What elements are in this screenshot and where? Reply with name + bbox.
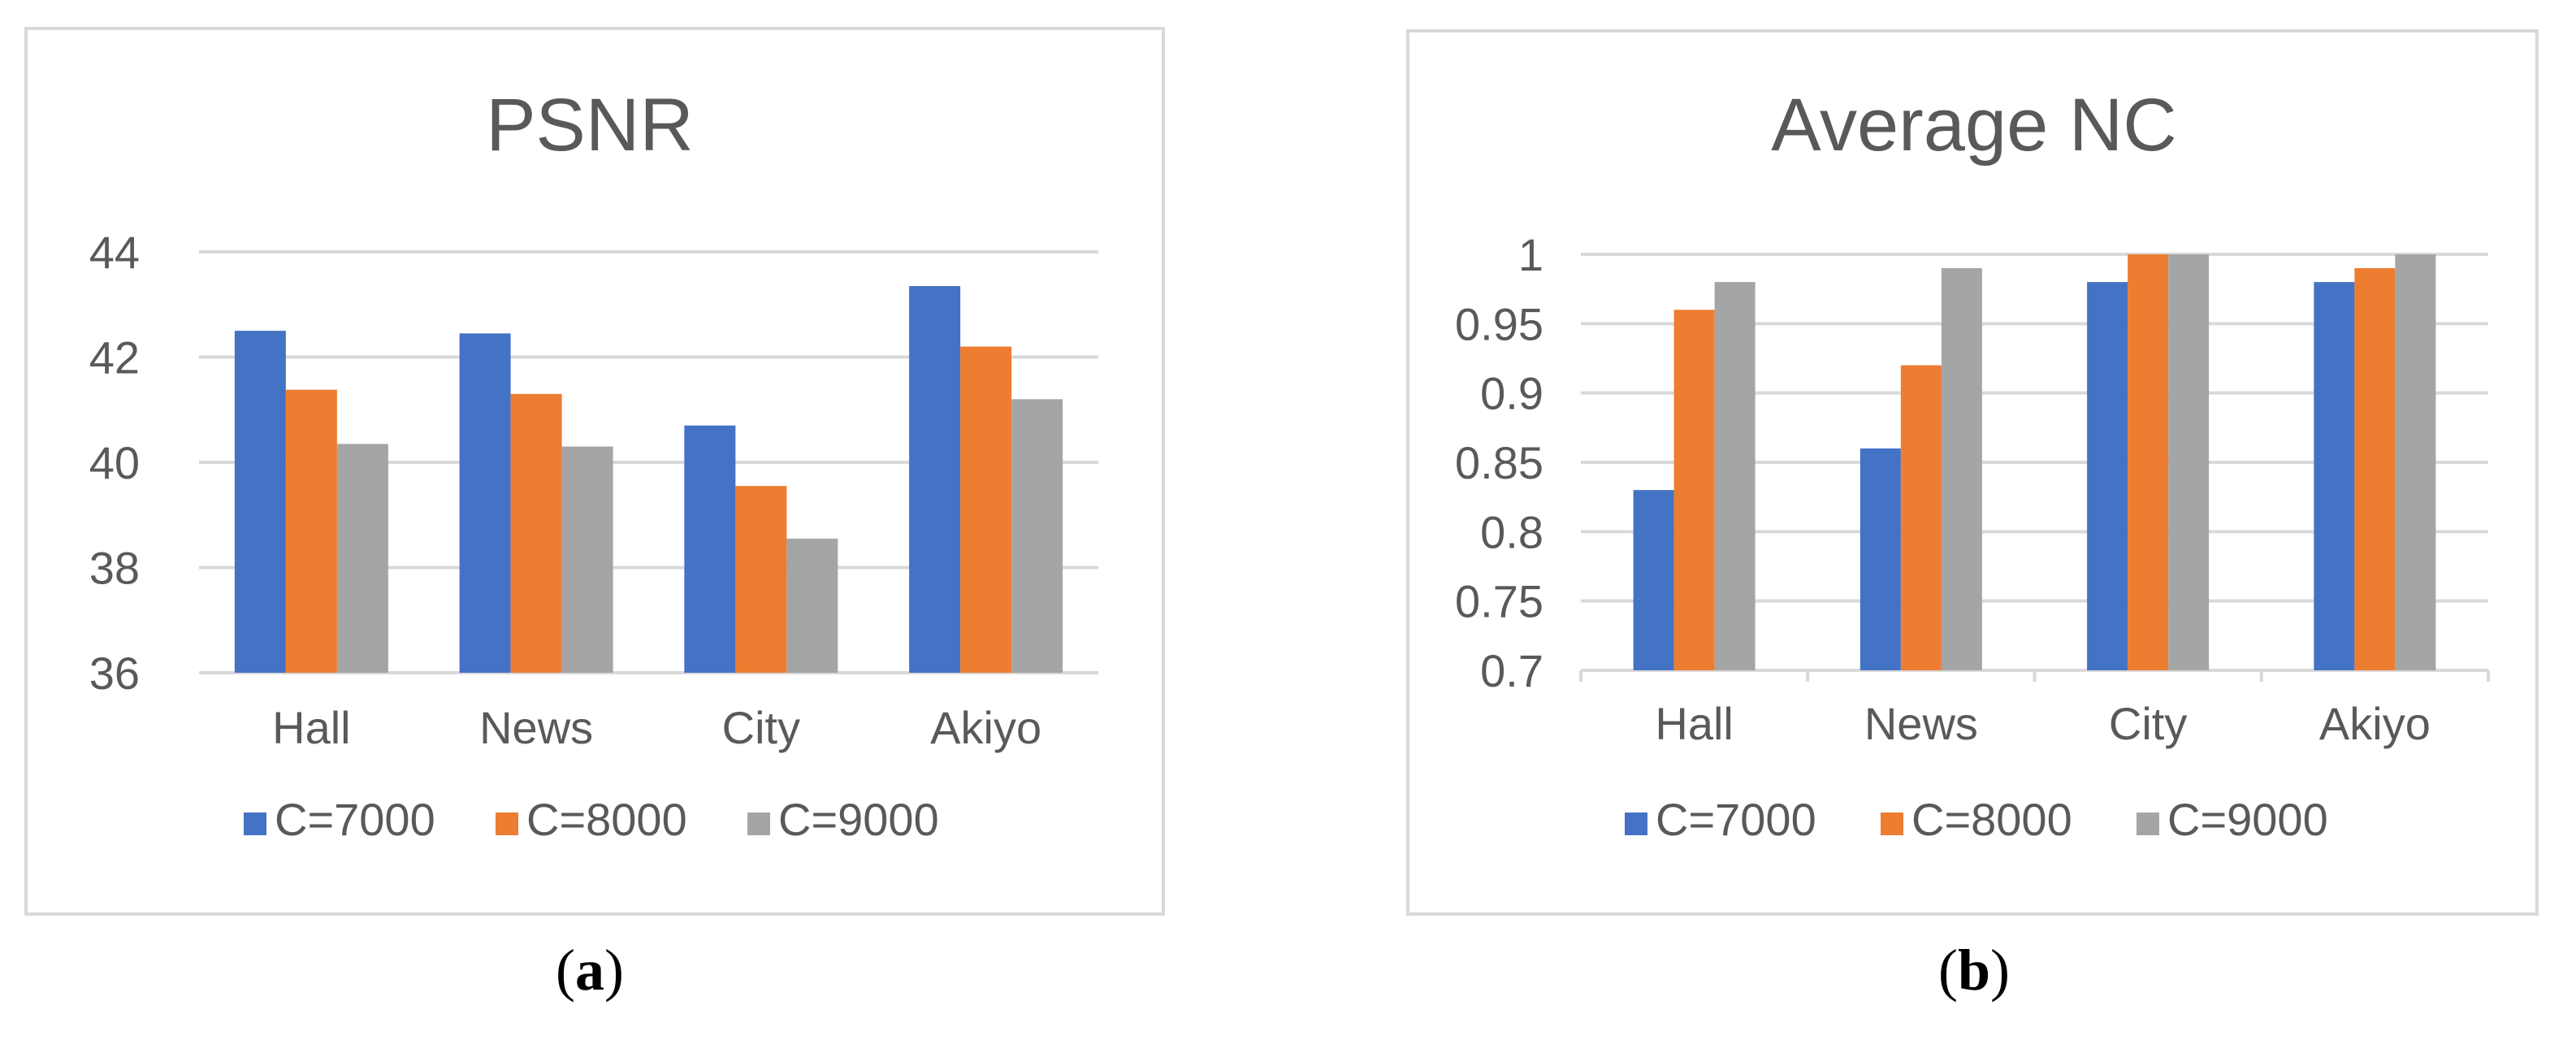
bar-c-7000-hall	[1633, 490, 1674, 670]
bar-c-8000-city	[2128, 254, 2169, 670]
bar-c-9000-akiyo	[2395, 254, 2436, 670]
subfigure-label: (b)	[1938, 938, 2010, 1003]
chart-svg: Average NC 0.7 0.75 0.8 0.85 0.9 0.95 1 Hall News…	[1406, 29, 2539, 1003]
bar-c-7000-city	[2087, 282, 2128, 670]
y-tick-label: 0.85	[1455, 437, 1543, 488]
chart-panel-average-nc: Average NC 0.7 0.75 0.8 0.85 0.9 0.95 1 Hall News…	[1389, 0, 2576, 1040]
y-tick-label: 40	[89, 437, 140, 488]
bar-c-9000-hall	[336, 444, 388, 673]
y-tick-label: 44	[89, 227, 140, 278]
chart-title: PSNR	[486, 84, 694, 167]
x-category-label: Hall	[272, 702, 350, 753]
bar-c-8000-hall	[285, 389, 337, 673]
bar-c-7000-hall	[234, 331, 286, 673]
legend-swatch	[1625, 812, 1647, 835]
bar-c-8000-akiyo	[2354, 268, 2396, 670]
legend-swatch	[496, 812, 518, 835]
bar-c-9000-news	[561, 446, 613, 673]
bar-c-8000-akiyo	[960, 346, 1012, 673]
bar-c-8000-city	[735, 486, 787, 673]
y-tick-label: 36	[89, 648, 140, 699]
chart-svg: PSNR 36 38 40 42 44 Hall News City Akiyo C=7000 C=8…	[24, 27, 1165, 1003]
y-tick-label: 38	[89, 543, 140, 594]
bar-c-7000-news	[1859, 448, 1901, 670]
subfigure-label: (a)	[556, 938, 624, 1003]
x-category-label: City	[2109, 698, 2187, 749]
bar-c-8000-news	[1900, 365, 1942, 670]
bar-c-9000-hall	[1714, 282, 1756, 670]
legend-swatch	[1881, 812, 1903, 835]
y-tick-label: 0.75	[1455, 576, 1543, 627]
legend-label: C=9000	[778, 794, 939, 845]
legend-label: C=8000	[526, 794, 687, 845]
bar-c-9000-news	[1941, 268, 1982, 670]
y-tick-label: 1	[1518, 229, 1543, 280]
legend-label: C=7000	[275, 794, 435, 845]
y-tick-label: 0.8	[1480, 506, 1543, 557]
y-tick-label: 0.9	[1480, 368, 1543, 419]
bar-c-7000-akiyo	[2314, 282, 2355, 670]
x-category-label: News	[1864, 698, 1978, 749]
bar-c-8000-news	[510, 393, 562, 673]
x-category-label: Hall	[1655, 698, 1733, 749]
chart-panel-psnr: PSNR 36 38 40 42 44 Hall News City Akiyo C=7000 C=8…	[0, 0, 1186, 1040]
legend-swatch	[244, 812, 266, 835]
x-category-label: Akiyo	[2319, 698, 2431, 749]
legend-label: C=9000	[2167, 794, 2328, 845]
bar-c-8000-hall	[1673, 310, 1715, 670]
x-category-label: City	[722, 702, 800, 753]
bar-c-7000-news	[459, 333, 511, 673]
y-tick-label: 0.7	[1480, 645, 1543, 696]
legend-label: C=8000	[1911, 794, 2072, 845]
bar-c-9000-city	[786, 538, 838, 673]
bar-c-9000-akiyo	[1011, 399, 1063, 673]
x-category-label: Akiyo	[930, 702, 1041, 753]
bar-c-9000-city	[2168, 254, 2210, 670]
bar-c-7000-akiyo	[909, 286, 961, 673]
y-tick-label: 0.95	[1455, 298, 1543, 349]
legend-swatch	[2137, 812, 2159, 835]
legend-swatch	[747, 812, 770, 835]
x-category-label: News	[479, 702, 593, 753]
y-tick-label: 42	[89, 332, 140, 384]
legend-label: C=7000	[1656, 794, 1816, 845]
bar-c-7000-city	[684, 425, 736, 673]
chart-title: Average NC	[1771, 84, 2176, 167]
